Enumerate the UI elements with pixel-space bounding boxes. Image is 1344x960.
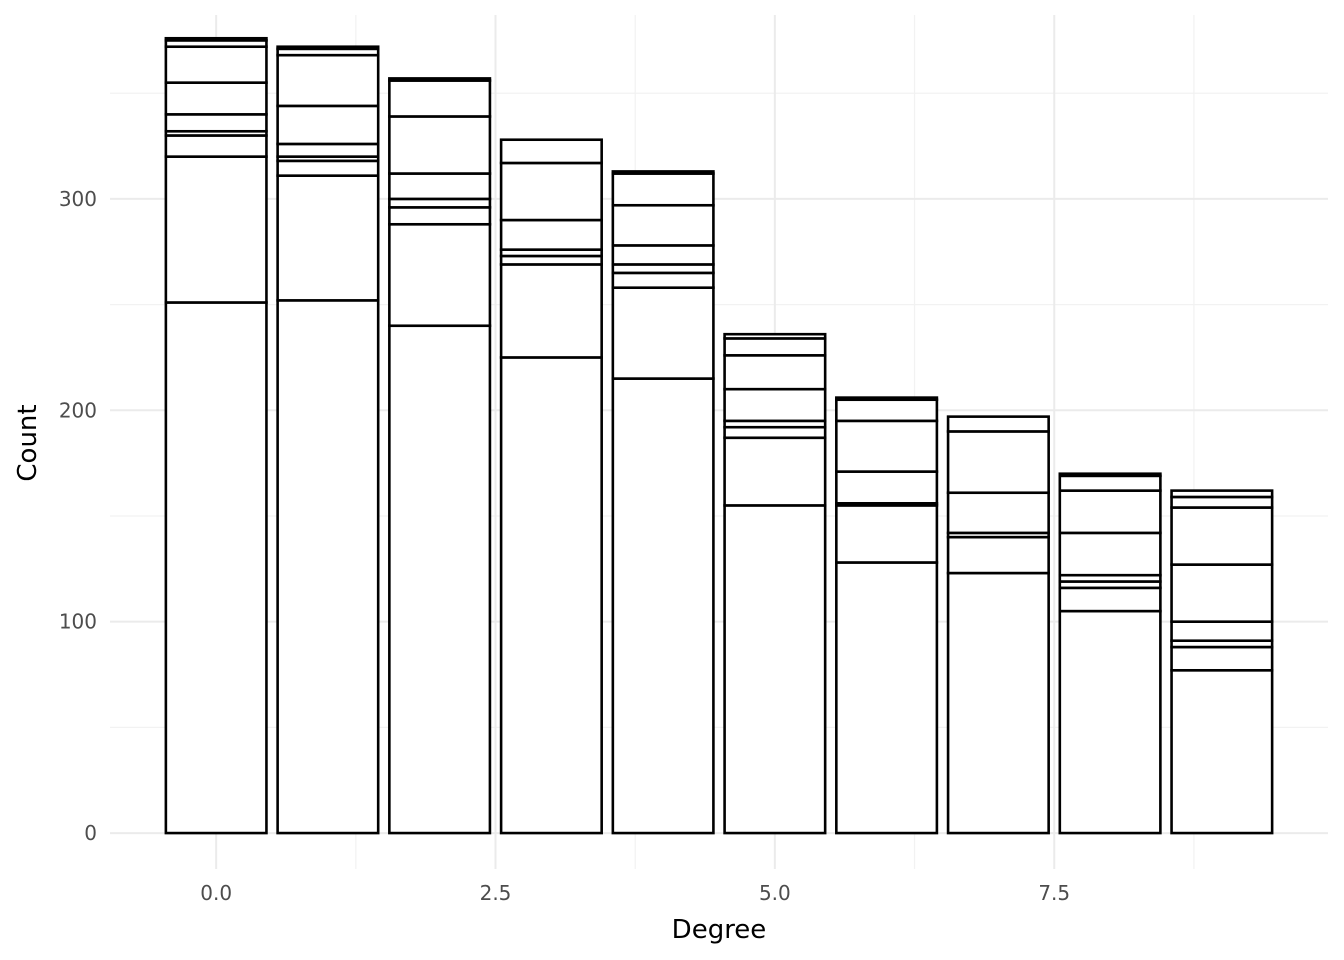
bar-stack bbox=[499, 138, 603, 835]
bar-segment bbox=[276, 299, 380, 835]
bar-segment bbox=[1058, 586, 1162, 613]
bar-segment bbox=[946, 415, 1050, 433]
bar-segment bbox=[1170, 668, 1274, 835]
bar-segment bbox=[723, 425, 827, 440]
y-tick-label: 300 bbox=[59, 187, 97, 211]
bar-segment bbox=[946, 430, 1050, 495]
bar-segment bbox=[946, 491, 1050, 535]
bar-segment bbox=[946, 571, 1050, 835]
bar-segment bbox=[611, 286, 715, 380]
bar-segment bbox=[723, 504, 827, 835]
bar-stack bbox=[276, 45, 380, 835]
bar-segment bbox=[1058, 609, 1162, 835]
bar-segment bbox=[835, 470, 939, 505]
bar-segment bbox=[1170, 620, 1274, 643]
x-tick-label: 5.0 bbox=[759, 881, 791, 905]
bar-segment bbox=[835, 398, 939, 423]
bar-segment bbox=[723, 436, 827, 507]
bar-segment bbox=[388, 79, 492, 118]
bar-segment bbox=[835, 419, 939, 473]
bar-segment bbox=[499, 138, 603, 165]
bar-segment bbox=[499, 161, 603, 222]
bar-segment bbox=[164, 301, 268, 835]
x-tick-label: 0.0 bbox=[200, 881, 232, 905]
bar-stack bbox=[946, 415, 1050, 835]
bar-segment bbox=[611, 377, 715, 835]
bar-segment bbox=[388, 77, 492, 82]
bar-segment bbox=[1170, 489, 1274, 499]
bar-segment bbox=[1170, 563, 1274, 623]
bar-segment bbox=[723, 387, 827, 423]
bar-segment bbox=[388, 206, 492, 226]
y-tick-label: 100 bbox=[59, 610, 97, 634]
bar-segment bbox=[388, 222, 492, 328]
x-tick-label: 2.5 bbox=[480, 881, 512, 905]
bar-segment bbox=[611, 271, 715, 289]
bar-segment bbox=[276, 104, 380, 146]
bar-stack bbox=[1058, 472, 1162, 835]
bar-stack bbox=[1170, 489, 1274, 835]
bar-segment bbox=[611, 170, 715, 175]
bar-segment bbox=[499, 218, 603, 251]
bar-stack bbox=[835, 396, 939, 835]
bar-segment bbox=[1058, 489, 1162, 535]
bar-segment bbox=[276, 174, 380, 302]
bar-segment bbox=[835, 561, 939, 835]
bar-segment bbox=[1170, 495, 1274, 509]
bar-segment bbox=[276, 142, 380, 158]
bar-segment bbox=[723, 354, 827, 391]
bar-segment bbox=[1058, 474, 1162, 492]
bar-stack bbox=[723, 332, 827, 835]
bar-segment bbox=[164, 45, 268, 84]
bar-segment bbox=[723, 332, 827, 340]
bar-segment bbox=[276, 53, 380, 108]
x-tick-labels: 0.0 2.5 5.0 7.5 bbox=[200, 881, 1070, 905]
bar-segment bbox=[611, 172, 715, 207]
y-tick-label: 200 bbox=[59, 398, 97, 422]
bar-segment bbox=[164, 81, 268, 116]
bar-segment bbox=[1058, 531, 1162, 577]
bar-segment bbox=[1170, 506, 1274, 566]
bar-segment bbox=[611, 244, 715, 266]
bar-segment bbox=[388, 115, 492, 175]
bar-stack bbox=[611, 170, 715, 835]
bar-segment bbox=[835, 504, 939, 564]
bar-segment bbox=[164, 134, 268, 158]
y-tick-labels: 0 100 200 300 bbox=[59, 187, 97, 845]
bar-stack bbox=[164, 36, 268, 835]
bar-stack bbox=[388, 77, 492, 835]
bar-segment bbox=[388, 172, 492, 201]
bar-segment bbox=[835, 396, 939, 402]
bar-segment bbox=[499, 263, 603, 359]
y-axis-title: Count bbox=[13, 404, 43, 481]
x-axis-title: Degree bbox=[672, 915, 767, 945]
bar-segment bbox=[164, 113, 268, 133]
y-tick-label: 0 bbox=[84, 821, 97, 845]
bar-segment bbox=[1170, 645, 1274, 672]
bar-segment bbox=[946, 535, 1050, 575]
bar-segment bbox=[276, 159, 380, 177]
bar-segment bbox=[499, 356, 603, 835]
x-tick-label: 7.5 bbox=[1038, 881, 1070, 905]
bar-segment bbox=[388, 324, 492, 835]
bar-segment bbox=[164, 36, 268, 42]
bar-segment bbox=[611, 203, 715, 247]
bars bbox=[164, 36, 1274, 835]
bar-segment bbox=[723, 337, 827, 357]
bar-segment bbox=[276, 45, 380, 51]
bar-segment bbox=[1058, 472, 1162, 478]
bar-segment bbox=[164, 155, 268, 304]
